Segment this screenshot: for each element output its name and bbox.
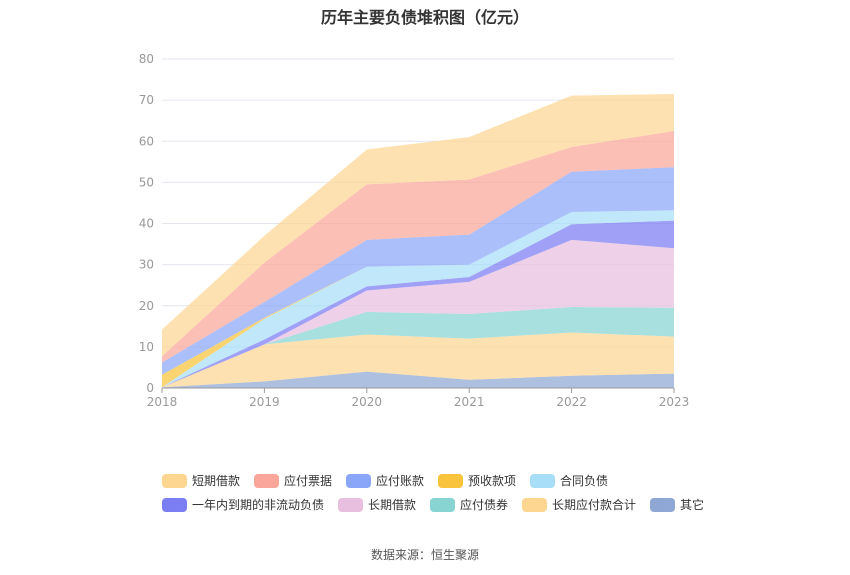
legend-item-长期借款[interactable]: 长期借款: [338, 498, 416, 512]
area-series: [162, 94, 674, 388]
x-tick-label: 2021: [454, 395, 485, 409]
x-tick-label: 2019: [249, 395, 280, 409]
legend-item-应付账款[interactable]: 应付账款: [346, 473, 424, 488]
legend-label: 预收款项: [468, 474, 516, 488]
legend-label: 短期借款: [192, 474, 240, 488]
area-series-短期借款[interactable]: [162, 94, 674, 357]
legend-item-预收款项[interactable]: 预收款项: [438, 474, 516, 488]
legend-swatch: [254, 474, 280, 488]
legend-item-应付票据[interactable]: 应付票据: [254, 473, 332, 488]
legend-item-合同负债[interactable]: 合同负债: [530, 473, 608, 488]
legend-label: 一年内到期的非流动负债: [192, 497, 324, 512]
legend-label: 应付票据: [284, 473, 332, 488]
legend-swatch: [346, 474, 372, 488]
y-tick-label: 30: [139, 258, 154, 272]
area-series-应付债券[interactable]: [162, 307, 674, 388]
legend-item-长期应付款合计[interactable]: 长期应付款合计: [522, 497, 636, 512]
source-note: 数据来源：恒生聚源: [370, 548, 479, 562]
legend-swatch: [430, 498, 456, 512]
legend-swatch: [522, 498, 548, 512]
y-tick-label: 0: [146, 381, 154, 395]
legend-label: 长期借款: [368, 498, 416, 512]
legend-swatch: [438, 474, 464, 488]
x-tick-label: 2023: [659, 395, 690, 409]
legend-item-其它[interactable]: 其它: [650, 497, 704, 512]
axes: 0 10 20 30 40 50 60 70 80 2018 2019 2020 2021 2022 202…: [139, 52, 690, 409]
legend-label: 应付债券: [460, 497, 508, 512]
area-series-长期应付款合计[interactable]: [162, 332, 674, 388]
legend-swatch: [162, 498, 187, 512]
legend-label: 应付账款: [376, 473, 424, 488]
legend-swatch: [650, 498, 676, 512]
legend-swatch: [338, 498, 364, 512]
area-series-应付票据[interactable]: [162, 131, 674, 363]
legend-swatch: [530, 474, 556, 488]
legend-item-短期借款[interactable]: 短期借款: [162, 474, 240, 488]
x-tick-label: 2022: [556, 395, 587, 409]
legend-label: 其它: [680, 497, 704, 512]
area-series-应付账款[interactable]: [162, 167, 674, 375]
y-tick-label: 80: [139, 52, 154, 66]
y-tick-label: 50: [139, 175, 154, 189]
x-tick-label: 2020: [352, 395, 383, 409]
area-series-其它[interactable]: [162, 371, 674, 388]
x-tick-label: 2018: [147, 395, 178, 409]
area-series-长期借款[interactable]: [162, 239, 674, 388]
y-tick-label: 60: [139, 134, 154, 148]
area-series-一年内到期的非流动负债[interactable]: [162, 220, 674, 388]
legend-swatch: [162, 474, 187, 488]
legend-label: 合同负债: [560, 473, 608, 488]
y-tick-label: 70: [139, 93, 154, 107]
y-tick-label: 40: [139, 217, 154, 231]
y-tick-label: 10: [139, 340, 154, 354]
legend-item-应付债券[interactable]: 应付债券: [430, 497, 508, 512]
legend-label: 长期应付款合计: [552, 497, 636, 512]
legend-item-一年内到期的非流动负债[interactable]: 一年内到期的非流动负债: [162, 497, 324, 512]
y-tick-label: 20: [139, 299, 154, 313]
chart-title: 历年主要负债堆积图（亿元）: [320, 8, 529, 27]
